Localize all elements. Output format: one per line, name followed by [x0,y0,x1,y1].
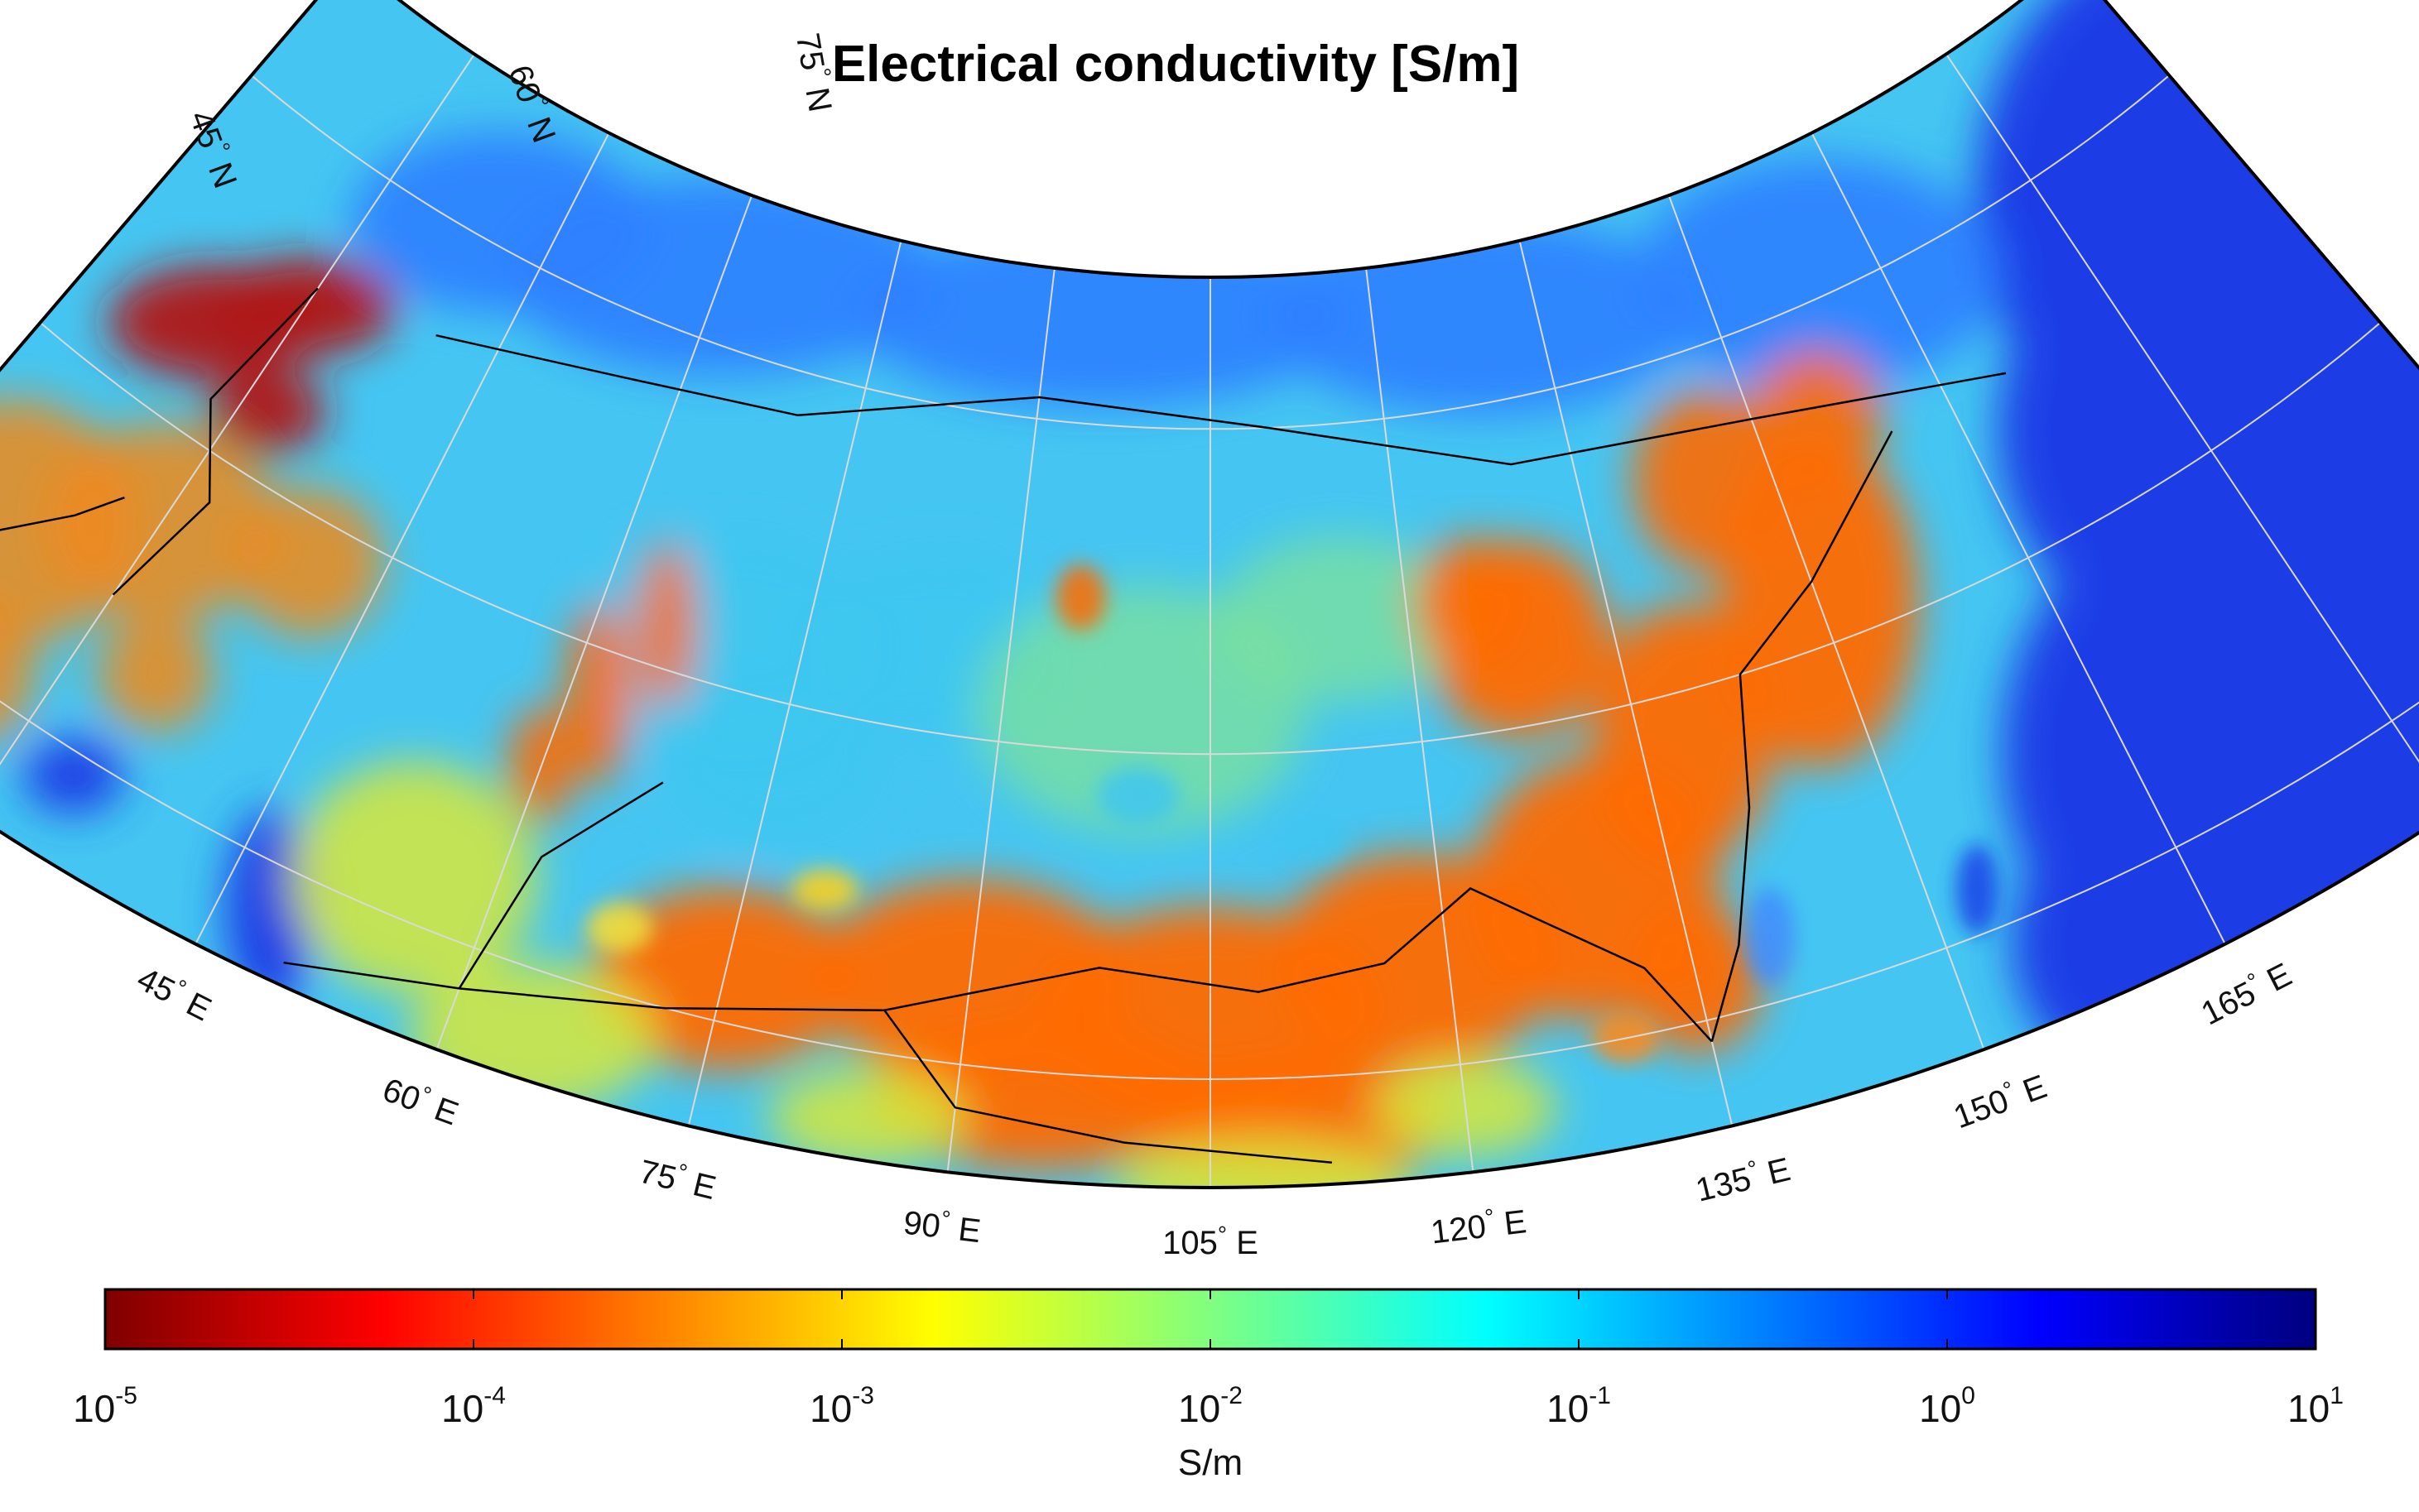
arctic-shelf-region [350,131,649,314]
border-line [458,781,664,990]
transition-zone [767,1068,967,1167]
longitude-label: 150° E [1948,1065,2051,1135]
colorbar-label: S/m [1178,1442,1243,1483]
colorbar-tick-label: 10-5 [73,1382,137,1430]
longitude-label: 60° E [378,1068,464,1132]
detail-patch [1745,887,1795,986]
transition-zone [408,962,657,1111]
map-outline [0,0,2419,1190]
meridian-line [1518,240,1734,1126]
meridian-line [1945,53,2419,812]
northeast-region [1750,350,1883,483]
detail-patch [1096,766,1180,825]
colorbar: 10-5 10-4 10-3 10-2 10-1 100 101 S/m [73,1288,2344,1483]
colorbar-tick-label: 100 [1919,1382,1975,1430]
transition-zone [288,761,537,994]
ocean-region [1998,231,2330,629]
colorbar-tick-label: 10-3 [810,1382,874,1430]
detail-patch [791,868,858,910]
europe-region [234,487,384,637]
colorbar-tick-label: 10-4 [441,1382,506,1430]
border-line [283,887,1713,1043]
longitude-label: 105° E [1162,1222,1258,1261]
central-siberia-region [975,585,1307,834]
detail-patch [1281,813,1348,863]
longitude-label: 75° E [636,1150,720,1207]
longitude-label: 45° E [132,958,219,1028]
europe-region [98,615,214,732]
border-line [883,1009,1333,1164]
ural-strip [637,541,696,708]
meridian-line [1667,194,1985,1050]
meridian-line [687,240,902,1126]
meridian-line [0,53,475,812]
map-title: Electrical conductivity [S/m] [832,36,1519,93]
ocean-region [2012,810,2244,1076]
longitude-label: 165° E [2194,953,2297,1032]
colorbar-ticks: 10-5 10-4 10-3 10-2 10-1 100 101 [73,1289,2344,1430]
border-line [0,497,125,539]
colorbar-tick-label: 10-1 [1546,1382,1611,1430]
detail-patch [586,903,653,953]
colorbar-tick-label: 101 [2287,1382,2344,1430]
border-line [112,287,319,596]
border-line [1710,430,1893,1042]
caspian-sea-region [23,738,123,814]
detail-patch [1956,843,1998,935]
meridian-line [195,132,610,945]
ural-strip [565,602,632,785]
longitude-label: 120° E [1429,1200,1529,1250]
country-borders [0,287,2007,1164]
meridian-line [435,194,753,1050]
central-siberia-region [1217,535,1466,702]
northeast-region [1413,537,1530,670]
longitude-label: 135° E [1691,1148,1794,1209]
scandinavia-region [210,370,327,454]
meridian-line [946,267,1056,1173]
meridian-line [1811,132,2226,945]
arctic-shelf-region [1266,216,1697,415]
latitude-label: 75° N [789,30,842,115]
longitude-label: 90° E [902,1202,983,1250]
colorbar-tick-label: 10-2 [1178,1382,1243,1430]
border-line [435,334,2007,466]
meridian-line [1365,267,1474,1173]
arctic-shelf-region [1637,157,2002,390]
detail-patch [1056,564,1106,631]
